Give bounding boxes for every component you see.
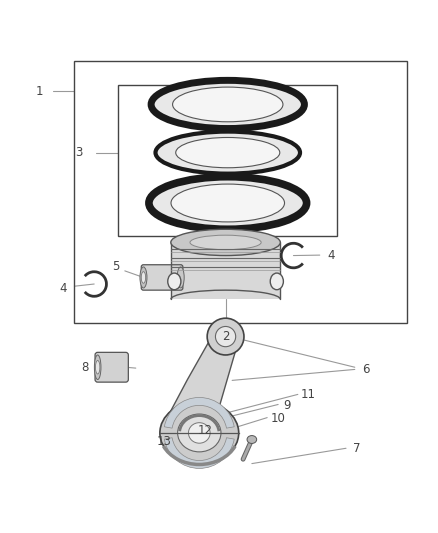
Ellipse shape <box>270 273 283 290</box>
Bar <box>118 85 337 236</box>
Ellipse shape <box>178 414 221 452</box>
Text: 1: 1 <box>35 85 43 98</box>
Ellipse shape <box>247 435 257 443</box>
Text: 2: 2 <box>222 330 230 343</box>
Ellipse shape <box>149 177 307 229</box>
Bar <box>171 243 280 300</box>
Ellipse shape <box>173 87 283 122</box>
Ellipse shape <box>160 401 239 464</box>
Ellipse shape <box>141 272 145 283</box>
Wedge shape <box>164 438 234 469</box>
Bar <box>74 61 407 324</box>
Ellipse shape <box>188 423 210 443</box>
Text: 8: 8 <box>82 361 89 374</box>
Ellipse shape <box>177 267 184 288</box>
Ellipse shape <box>168 273 181 290</box>
Ellipse shape <box>140 267 147 288</box>
Text: 6: 6 <box>362 363 370 376</box>
Text: 13: 13 <box>157 435 172 448</box>
Ellipse shape <box>151 80 304 128</box>
FancyBboxPatch shape <box>141 265 183 290</box>
Ellipse shape <box>155 132 300 174</box>
Text: 5: 5 <box>113 260 120 273</box>
Ellipse shape <box>171 229 280 255</box>
Text: 4: 4 <box>60 282 67 295</box>
Ellipse shape <box>95 355 101 379</box>
Text: 4: 4 <box>327 248 335 262</box>
Text: 3: 3 <box>75 146 82 159</box>
Text: 10: 10 <box>271 413 286 425</box>
Ellipse shape <box>95 360 100 374</box>
Text: 7: 7 <box>353 442 361 455</box>
Polygon shape <box>166 343 237 455</box>
Wedge shape <box>164 398 234 428</box>
Ellipse shape <box>171 184 285 222</box>
Text: 11: 11 <box>301 389 316 401</box>
Text: 9: 9 <box>283 399 291 412</box>
Ellipse shape <box>190 235 261 249</box>
Ellipse shape <box>176 138 280 168</box>
FancyBboxPatch shape <box>95 352 128 382</box>
Ellipse shape <box>207 318 244 355</box>
Ellipse shape <box>215 326 236 346</box>
Text: 12: 12 <box>198 424 212 437</box>
